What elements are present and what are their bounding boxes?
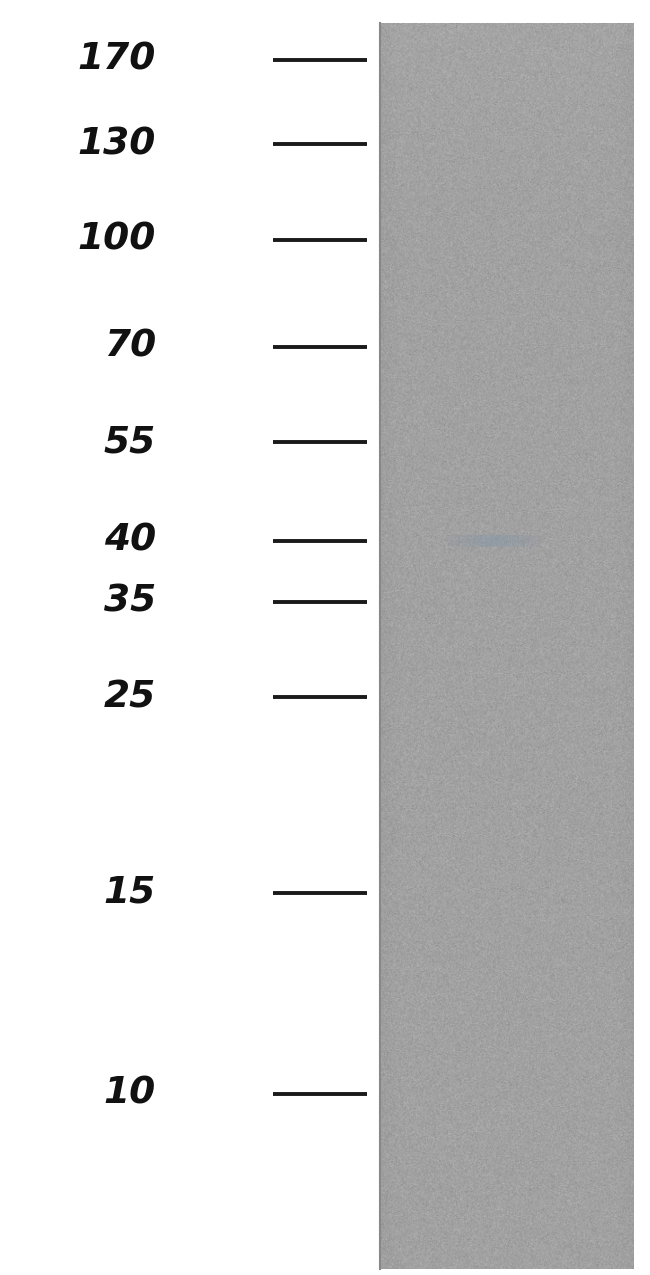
Text: 40: 40 [104,523,156,558]
Text: 70: 70 [104,329,156,365]
Text: 130: 130 [77,126,156,162]
Text: 35: 35 [104,584,156,620]
Text: 25: 25 [104,680,156,715]
Text: 15: 15 [104,875,156,910]
Text: 170: 170 [77,42,156,78]
Text: 55: 55 [104,425,156,460]
Text: 100: 100 [77,222,156,258]
Text: 10: 10 [104,1076,156,1112]
